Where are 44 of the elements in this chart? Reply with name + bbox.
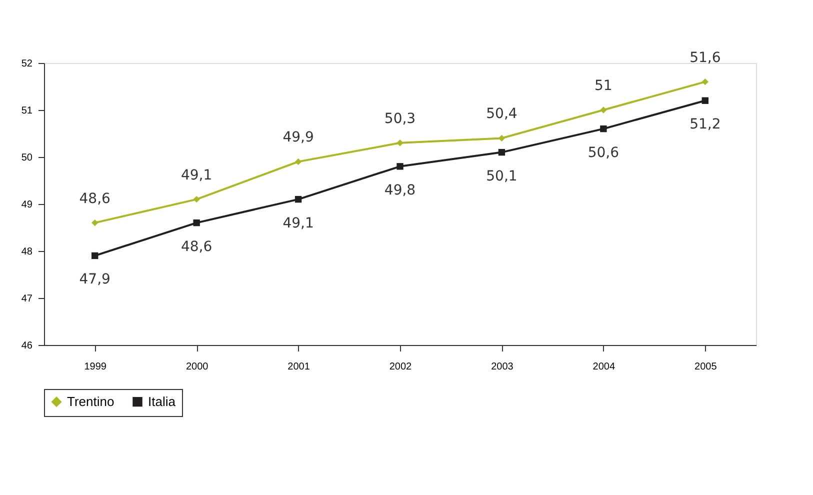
point	[92, 219, 98, 226]
point	[702, 97, 708, 104]
legend-label: Trentino	[67, 394, 114, 409]
legend-label: Italia	[148, 394, 176, 409]
data-label: 50,1	[486, 168, 518, 184]
x-tick-label: 2002	[389, 362, 412, 372]
y-tick-label: 46	[21, 340, 33, 352]
point	[294, 196, 302, 203]
y-tick-label: 52	[21, 58, 33, 70]
data-label: 50,3	[384, 110, 416, 127]
point	[600, 106, 607, 114]
point	[92, 252, 98, 260]
data-label: 51	[594, 78, 612, 94]
point	[498, 134, 506, 142]
data-label: 51,2	[690, 116, 721, 133]
x-tick-label: 2000	[186, 362, 209, 372]
data-label: 50,6	[588, 144, 620, 161]
point	[294, 158, 302, 166]
point	[193, 219, 200, 226]
x-tick-label: 2004	[592, 362, 616, 372]
data-label: 49,9	[282, 130, 314, 146]
point	[396, 163, 404, 170]
x-tick-label: 2003	[491, 362, 514, 372]
data-label: 48,6	[79, 190, 111, 207]
data-label: 48,6	[180, 238, 212, 255]
point	[498, 148, 506, 156]
data-label: 49,1	[180, 167, 212, 184]
x-tick-label: 2005	[694, 362, 718, 372]
x-tick-label: 1999	[84, 362, 107, 372]
point	[600, 125, 607, 132]
data-label: 49,8	[384, 182, 416, 198]
data-label: 49,1	[282, 215, 314, 232]
data-label: 51,6	[690, 50, 721, 66]
y-tick-label: 50	[21, 152, 33, 164]
data-label: 50,4	[486, 106, 518, 122]
y-tick-label: 48	[21, 246, 33, 258]
point	[702, 78, 708, 86]
point	[193, 196, 200, 203]
point	[396, 140, 404, 146]
y-tick-label: 49	[21, 200, 33, 210]
y-tick-label: 51	[21, 106, 33, 116]
x-tick-label: 2001	[288, 362, 310, 372]
data-label: 47,9	[79, 272, 110, 288]
y-tick-label: 47	[21, 294, 33, 304]
